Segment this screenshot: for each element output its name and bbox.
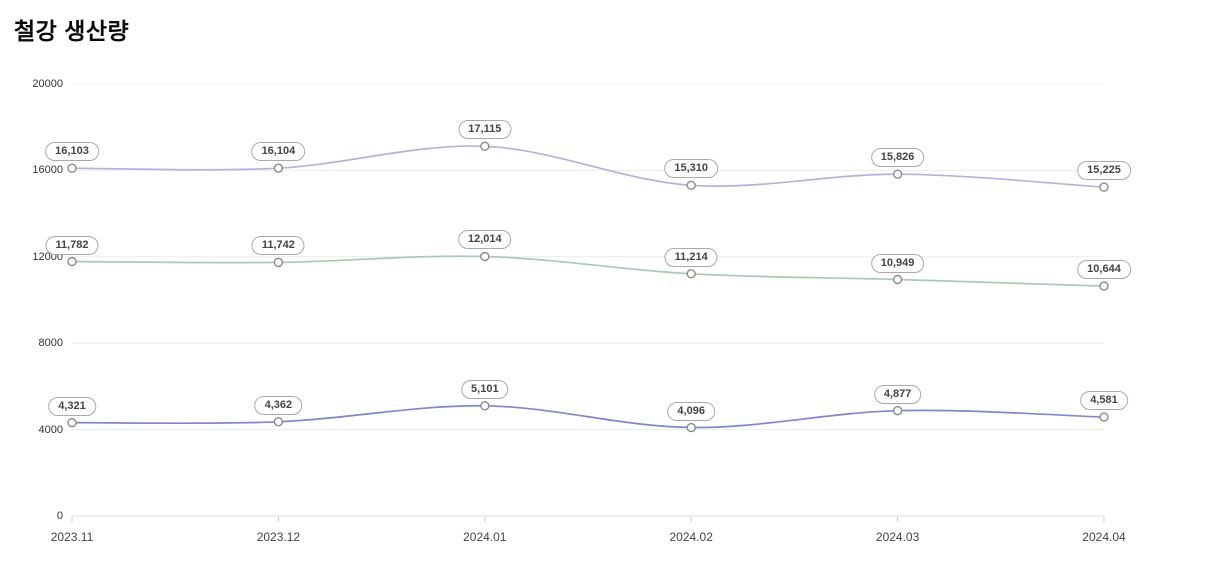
data-point-label: 16,103 [45,142,99,162]
data-point-label: 15,826 [870,148,925,168]
y-axis-tick-label: 16000 [32,164,63,177]
x-axis-tick-label: 2024.03 [875,530,920,544]
data-point-label: 4,877 [873,384,922,404]
series-line-3 [71,404,1105,429]
data-point-label: 10,644 [1077,260,1131,280]
x-axis-tick-label: 2023.12 [256,530,301,544]
y-axis-tick-label: 0 [56,510,63,522]
data-point-marker[interactable] [686,180,696,191]
data-point-label: 10,949 [870,253,925,273]
data-point-label: 11,214 [664,247,718,267]
data-point-label: 5,101 [461,379,509,399]
data-point-label: 4,096 [667,401,715,421]
data-point-label: 16,104 [251,142,306,162]
data-point-marker[interactable] [1099,281,1109,291]
data-point-label: 4,321 [48,396,96,416]
data-point-label: 11,742 [251,236,305,256]
data-point-marker[interactable] [1099,182,1109,192]
data-point-marker[interactable] [273,257,284,268]
data-point-marker[interactable] [273,163,284,173]
data-point-marker[interactable] [480,251,490,262]
data-point-marker[interactable] [273,417,284,427]
x-axis-tick-label: 2024.04 [1082,530,1126,544]
data-point-marker[interactable] [67,256,77,267]
data-point-label: 4,581 [1080,391,1128,411]
data-point-label: 15,225 [1077,161,1131,181]
y-axis-tick-label: 20000 [32,78,63,90]
data-point-marker[interactable] [892,274,903,285]
x-axis-tick-label: 2024.02 [669,530,713,544]
x-axis-tick-label: 2023.11 [50,530,94,544]
data-point-marker[interactable] [1099,412,1109,422]
data-point-marker[interactable] [892,405,903,416]
data-point-label: 17,115 [458,120,512,140]
data-point-label: 11,782 [45,235,99,255]
y-axis-tick-label: 8000 [38,337,63,350]
data-point-label: 12,014 [457,230,512,250]
series-line-1 [71,145,1105,188]
series-line-2 [71,255,1105,287]
data-point-marker[interactable] [892,169,903,179]
data-point-marker[interactable] [686,422,696,433]
y-axis-tick-label: 4000 [38,423,63,436]
data-point-marker[interactable] [67,417,77,428]
data-point-marker[interactable] [686,269,696,279]
data-point-marker[interactable] [480,141,490,152]
data-point-label: 4,362 [254,395,303,415]
data-point-marker[interactable] [67,163,77,173]
chart-title: 철강 생산량 [14,18,130,44]
data-point-label: 15,310 [664,159,719,179]
data-point-marker[interactable] [480,401,490,411]
x-axis-tick-label: 2024.01 [463,530,507,544]
